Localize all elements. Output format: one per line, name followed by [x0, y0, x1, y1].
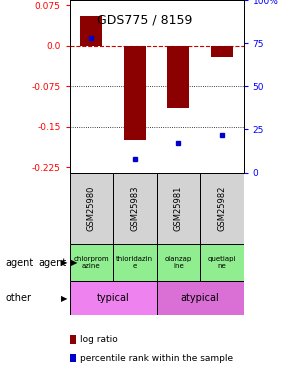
- Text: percentile rank within the sample: percentile rank within the sample: [80, 354, 233, 363]
- Bar: [113, 172, 157, 244]
- Bar: [70, 281, 157, 315]
- Text: olanzap
ine: olanzap ine: [165, 256, 192, 269]
- Bar: [70, 172, 113, 244]
- Bar: [211, 46, 233, 57]
- Bar: [200, 244, 244, 281]
- Bar: [80, 16, 102, 46]
- Text: agent: agent: [39, 258, 67, 267]
- Text: ▶: ▶: [61, 258, 67, 267]
- Text: quetiapi
ne: quetiapi ne: [208, 256, 236, 269]
- Text: ▶: ▶: [71, 258, 77, 267]
- Text: agent: agent: [6, 258, 34, 267]
- Text: GSM25980: GSM25980: [87, 186, 96, 231]
- Bar: [200, 172, 244, 244]
- Bar: [70, 244, 113, 281]
- Text: GSM25982: GSM25982: [217, 186, 226, 231]
- Text: other: other: [6, 293, 32, 303]
- Bar: [157, 281, 244, 315]
- Text: thioridazin
e: thioridazin e: [116, 256, 153, 269]
- Bar: [168, 46, 189, 108]
- Text: chlorprom
azine: chlorprom azine: [74, 256, 109, 269]
- Text: typical: typical: [97, 293, 129, 303]
- Bar: [157, 244, 200, 281]
- Text: GSM25983: GSM25983: [130, 185, 139, 231]
- Text: GSM25981: GSM25981: [174, 186, 183, 231]
- Text: atypical: atypical: [181, 293, 220, 303]
- Text: ▶: ▶: [61, 294, 67, 303]
- Bar: [157, 172, 200, 244]
- Text: GDS775 / 8159: GDS775 / 8159: [97, 13, 193, 26]
- Bar: [113, 244, 157, 281]
- Bar: [124, 46, 146, 140]
- Text: log ratio: log ratio: [80, 335, 118, 344]
